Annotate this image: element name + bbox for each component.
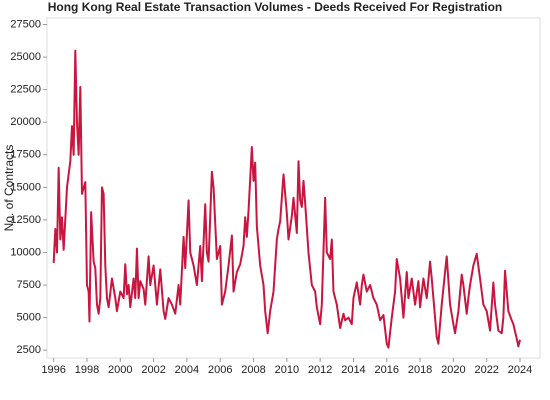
x-tick-label: 2022 <box>474 364 498 376</box>
y-tick-label: 25000 <box>10 51 41 63</box>
y-tick-label: 17500 <box>10 149 41 161</box>
x-tick-label: 2012 <box>308 364 332 376</box>
x-tick-label: 2010 <box>275 364 299 376</box>
x-tick-label: 2004 <box>175 364 199 376</box>
x-tick-label: 2016 <box>375 364 399 376</box>
y-tick-label: 27500 <box>10 18 41 30</box>
y-tick-label: 10000 <box>10 246 41 258</box>
chart-title: Hong Kong Real Estate Transaction Volume… <box>48 0 503 14</box>
y-axis-label: No. of Contracts <box>2 145 16 232</box>
x-tick-label: 2006 <box>208 364 232 376</box>
y-tick-label: 22500 <box>10 84 41 96</box>
x-tick-label: 2014 <box>341 364 365 376</box>
x-tick-label: 1998 <box>75 364 99 376</box>
data-line <box>52 49 521 349</box>
y-tick-label: 7500 <box>17 279 41 291</box>
x-tick-label: 2002 <box>141 364 165 376</box>
y-tick-label: 5000 <box>17 312 41 324</box>
x-tick-label: 1996 <box>41 364 65 376</box>
x-tick-label: 2020 <box>441 364 465 376</box>
x-tick-label: 2008 <box>241 364 265 376</box>
y-tick-label: 20000 <box>10 116 41 128</box>
y-tick-label: 2500 <box>17 344 41 356</box>
x-tick-label: 2018 <box>408 364 432 376</box>
x-tick-label: 2000 <box>108 364 132 376</box>
plot-frame <box>46 17 541 359</box>
x-tick-label: 2024 <box>508 364 532 376</box>
y-tick-label: 15000 <box>10 181 41 193</box>
y-tick-label: 12500 <box>10 214 41 226</box>
